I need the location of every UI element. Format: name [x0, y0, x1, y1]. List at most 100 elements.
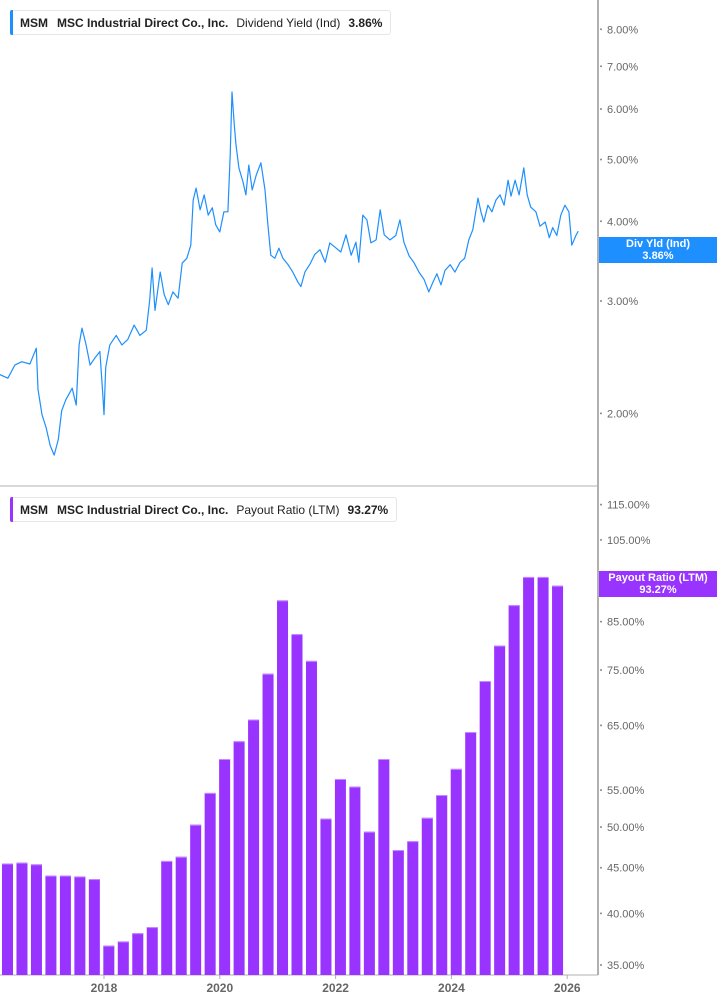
y-tick-label: 115.00% [607, 500, 650, 512]
y-tick-mark [600, 825, 602, 828]
x-axis: 2018 2020 2022 2024 2026 [91, 975, 581, 995]
y-tick-mark [600, 65, 602, 68]
payout-bar [363, 831, 375, 975]
y-tick-label: 35.00% [607, 960, 645, 972]
bottom-y-axis: 35.00% 40.00% 45.00% 50.00% 55.00% 65.00% 75.0… [600, 500, 651, 972]
payout-bar [465, 732, 477, 975]
payout-bar [320, 818, 332, 975]
payout-bar [146, 927, 158, 975]
dividend-yield-line [0, 91, 579, 456]
y-tick-label: 7.00% [607, 61, 638, 73]
payout-bar [334, 778, 346, 975]
x-tick-label: 2026 [554, 981, 581, 995]
payout-bar [175, 856, 187, 975]
payout-bar [132, 933, 144, 975]
payout-bar [392, 850, 404, 975]
tag-label: Div Yld (Ind) [626, 238, 690, 250]
payout-bar [117, 941, 129, 975]
y-tick-label: 3.00% [607, 296, 638, 308]
payout-bar [161, 860, 173, 975]
y-tick-label: 75.00% [607, 665, 645, 677]
y-tick-label: 55.00% [607, 785, 645, 797]
legend-ticker: MSM [20, 15, 48, 30]
x-tick-label: 2022 [322, 981, 349, 995]
legend-value: 3.86% [348, 15, 383, 30]
payout-bar [537, 576, 549, 975]
tag-value: 3.86% [642, 250, 674, 262]
y-tick-label: 50.00% [607, 822, 645, 834]
payout-bar [103, 945, 115, 975]
payout-bar [291, 634, 303, 975]
payout-bar [407, 841, 419, 975]
y-tick-mark [600, 28, 602, 31]
top-legend: MSM MSC Industrial Direct Co., Inc. Divi… [10, 10, 392, 35]
y-tick-mark [600, 620, 602, 623]
payout-bar [262, 673, 274, 975]
y-tick-mark [600, 158, 602, 161]
dividend-yield-value-tag: Div Yld (Ind) 3.86% [599, 237, 717, 263]
payout-bar [436, 795, 448, 975]
payout-bar [74, 876, 86, 975]
legend-company: MSC Industrial Direct Co., Inc. [57, 15, 229, 30]
payout-bar [45, 875, 57, 975]
payout-bar [190, 824, 202, 975]
legend-metric: Payout Ratio (LTM) [236, 502, 340, 517]
y-tick-label: 65.00% [607, 720, 645, 732]
y-tick-mark [600, 107, 602, 110]
payout-bar [378, 758, 390, 975]
legend-company: MSC Industrial Direct Co., Inc. [57, 502, 229, 517]
y-tick-label: 105.00% [607, 535, 651, 547]
y-tick-label: 4.00% [607, 216, 638, 228]
y-tick-label: 6.00% [607, 104, 638, 116]
payout-bar [204, 792, 216, 975]
payout-bar [277, 600, 289, 975]
y-tick-label: 45.00% [607, 863, 645, 875]
tag-label: Payout Ratio (LTM) [608, 572, 708, 584]
payout-bar [421, 817, 433, 975]
payout-bar [219, 758, 231, 975]
y-tick-mark [600, 866, 602, 869]
payout-bar [30, 864, 42, 975]
y-tick-label: 40.00% [607, 908, 645, 920]
payout-bar [523, 576, 535, 975]
payout-bar [349, 786, 361, 975]
payout-bar [508, 605, 520, 975]
y-tick-mark [600, 220, 602, 223]
y-tick-mark [600, 669, 602, 672]
x-tick-label: 2018 [91, 981, 118, 995]
payout-bar [552, 585, 564, 975]
y-tick-label: 85.00% [607, 617, 645, 629]
payout-bar [248, 719, 260, 975]
x-tick-label: 2020 [206, 981, 233, 995]
y-tick-mark [600, 538, 602, 541]
legend-metric: Dividend Yield (Ind) [236, 15, 341, 30]
payout-bar [233, 741, 245, 975]
payout-bar [494, 645, 506, 975]
legend-value: 93.27% [347, 502, 389, 517]
legend-color-swatch [10, 497, 13, 522]
payout-ratio-value-tag: Payout Ratio (LTM) 93.27% [599, 571, 717, 597]
legend-color-swatch [10, 10, 13, 35]
y-tick-label: 2.00% [607, 408, 638, 420]
payout-bar [450, 768, 462, 975]
payout-bar [1, 863, 13, 975]
bottom-legend: MSM MSC Industrial Direct Co., Inc. Payo… [10, 497, 398, 522]
y-tick-mark [600, 503, 602, 506]
top-y-axis: 2.00% 3.00% 4.00% 5.00% 6.00% 7.00% 8.00% [600, 24, 638, 420]
payout-bar [88, 879, 100, 975]
legend-ticker: MSM [20, 502, 48, 517]
y-tick-label: 5.00% [607, 155, 638, 167]
payout-bar [16, 862, 28, 975]
payout-bar [305, 660, 317, 975]
y-tick-label: 8.00% [607, 24, 638, 36]
tag-value: 93.27% [639, 584, 677, 596]
y-tick-mark [600, 964, 602, 966]
payout-bar [59, 875, 71, 975]
y-tick-mark [600, 724, 602, 727]
y-tick-mark [600, 789, 602, 792]
y-tick-mark [600, 412, 602, 415]
payout-bar [479, 681, 491, 975]
y-tick-mark [600, 912, 602, 915]
y-tick-mark [600, 300, 602, 302]
